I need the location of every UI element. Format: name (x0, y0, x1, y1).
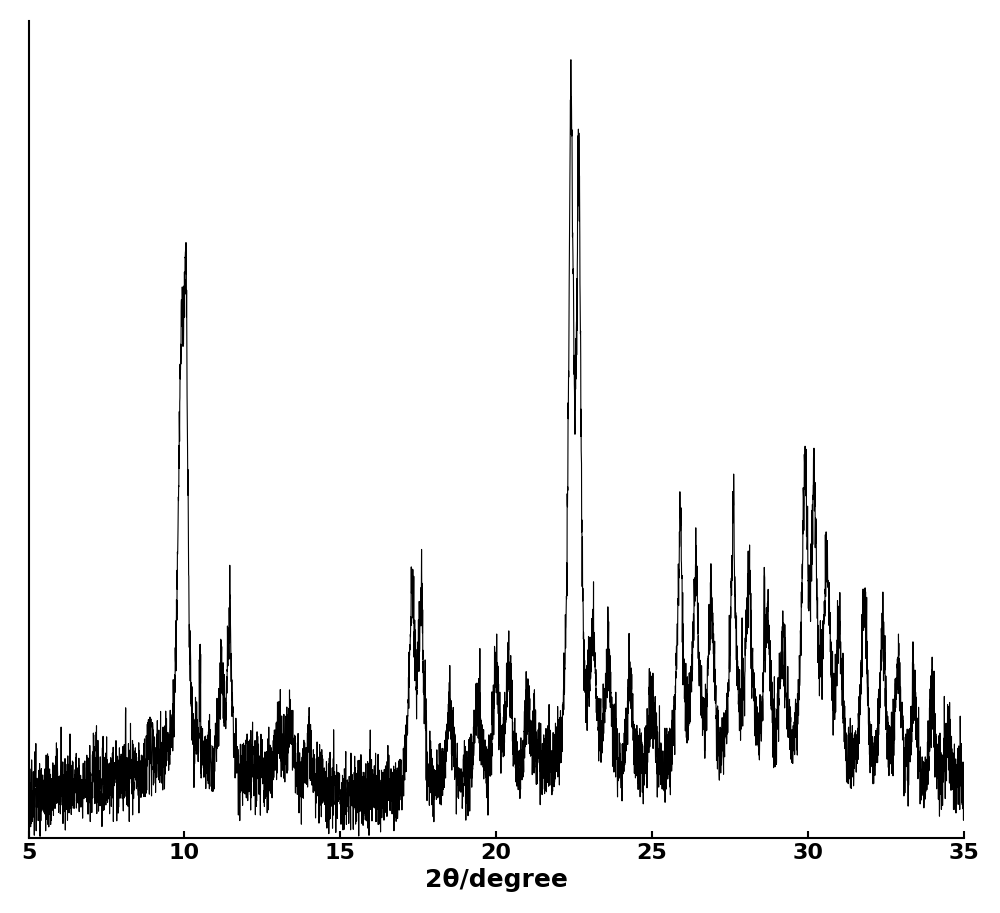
X-axis label: 2θ/degree: 2θ/degree (425, 868, 568, 892)
